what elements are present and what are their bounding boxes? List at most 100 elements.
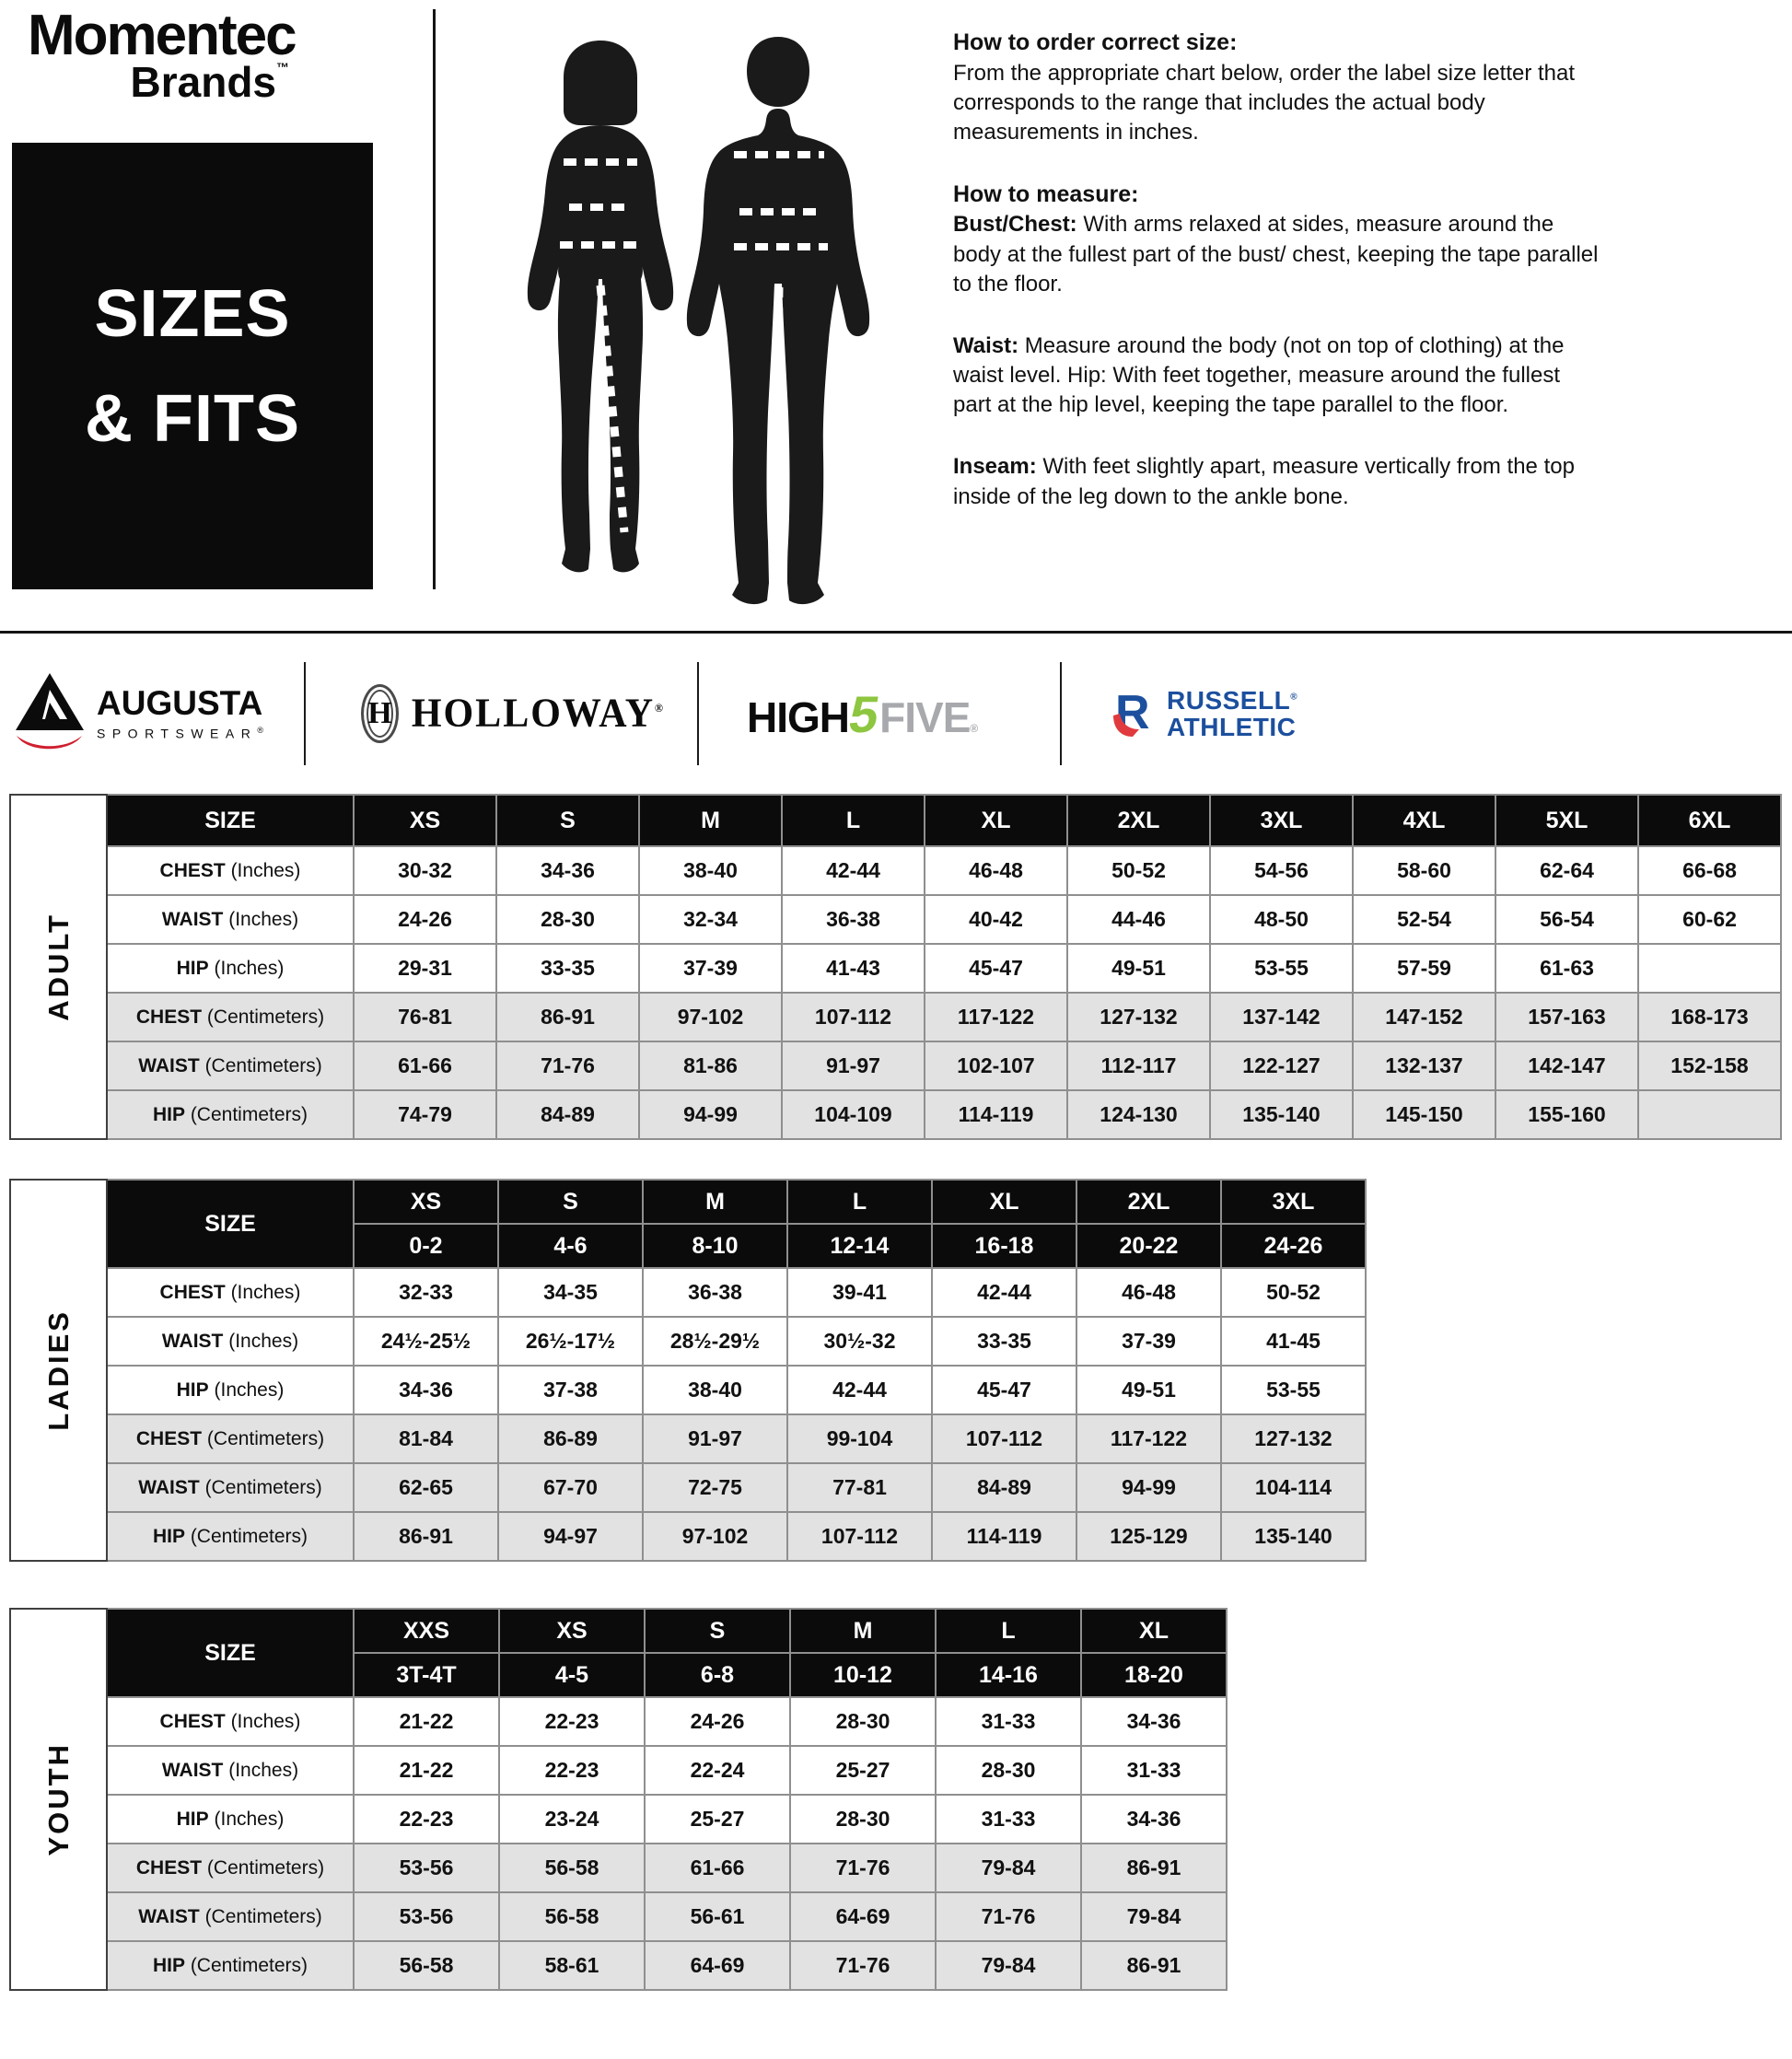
size-column-header: XS <box>353 1179 499 1225</box>
measurement-row-label: WAIST (Centimeters) <box>106 1462 355 1513</box>
measurement-row-label: WAIST (Inches) <box>106 894 355 945</box>
sizes-and-fits-banner: SIZES & FITS <box>12 143 373 589</box>
youth-size-table: YOUTH SIZE XXS XS S M L XL 3T-4T 4-5 6-8 10-12 14-16… <box>9 1608 1228 1991</box>
measurement-value-cell: 31-33 <box>935 1696 1082 1747</box>
measurement-row: CHEST (Inches) 21-22 22-23 24-26 28-30 31-33 3… <box>10 1696 1228 1747</box>
russell-reg-mark: ® <box>1290 692 1298 703</box>
measurement-name: WAIST <box>161 908 224 930</box>
measurement-row: WAIST (Inches) 21-22 22-23 22-24 25-27 28-30 3… <box>10 1745 1228 1796</box>
measurement-name: WAIST <box>138 1905 200 1927</box>
measurement-row: WAIST (Centimeters) 62-65 67-70 72-75 77-81 8… <box>10 1462 1367 1513</box>
measurement-value-cell: 127-132 <box>1220 1413 1367 1464</box>
instruction-lead: Bust/Chest: <box>953 212 1084 238</box>
measurement-value-cell: 71-76 <box>495 1041 640 1091</box>
measurement-value-cell: 142-147 <box>1495 1041 1639 1091</box>
measurement-value-cell: 157-163 <box>1495 992 1639 1042</box>
measurement-value-cell: 46-48 <box>1076 1267 1222 1318</box>
augusta-sub: SPORTSWEAR <box>97 726 258 741</box>
measurement-name: HIP <box>176 1808 209 1830</box>
measurement-value-cell: 31-33 <box>1080 1745 1228 1796</box>
numeric-size-header: 4-6 <box>497 1223 644 1269</box>
measurement-value-cell: 26½-17½ <box>497 1316 644 1367</box>
size-column-header: XL <box>924 794 1068 847</box>
size-column-header: 2XL <box>1076 1179 1222 1225</box>
measurement-value-cell: 39-41 <box>786 1267 933 1318</box>
measurement-name: CHEST <box>135 1856 203 1879</box>
logo-wordmark: Momentec <box>28 4 297 67</box>
measurement-value-cell: 107-112 <box>781 992 925 1042</box>
measurement-value-cell: 48-50 <box>1209 894 1354 945</box>
group-label-text: ADULT <box>41 913 75 1021</box>
tbody: LADIES SIZE XS S M L XL 2XL 3XL 0-2 4-6 8-10 12-14 16… <box>9 1179 1367 1562</box>
measurement-value-cell: 25-27 <box>789 1745 937 1796</box>
measurement-value-cell: 79-84 <box>935 1940 1082 1991</box>
female-silhouette <box>527 41 674 573</box>
measurement-row: HIP (Centimeters) 86-91 94-97 97-102 107-112… <box>10 1511 1367 1562</box>
measurement-value-cell: 94-99 <box>1076 1462 1222 1513</box>
measurement-value-cell: 37-39 <box>1076 1316 1222 1367</box>
size-column-header: L <box>786 1179 933 1225</box>
trademark-symbol: ™ <box>276 60 289 75</box>
highfive-word-five: FIVE <box>879 692 971 741</box>
measurement-name: CHEST <box>159 1710 226 1732</box>
measurement-row-label: WAIST (Centimeters) <box>106 1041 355 1091</box>
measurement-value-cell: 28-30 <box>935 1745 1082 1796</box>
measurement-value-cell: 86-91 <box>1080 1940 1228 1991</box>
instruction-block: How to measure: Bust/Chest: With arms rel… <box>953 180 1602 299</box>
measurement-value-cell: 147-152 <box>1352 992 1496 1042</box>
measurement-name: HIP <box>176 1378 209 1401</box>
measurement-value-cell: 42-44 <box>781 845 925 896</box>
measurement-value-cell: 81-86 <box>638 1041 783 1091</box>
measurement-value-cell: 28-30 <box>789 1794 937 1844</box>
measurement-row-label: HIP (Inches) <box>106 1794 355 1844</box>
measurement-value-cell: 62-64 <box>1495 845 1639 896</box>
measurement-row: WAIST (Inches) 24½-25½ 26½-17½ 28½-29½ 30½-3… <box>10 1316 1367 1367</box>
measurement-value-cell: 34-36 <box>1080 1794 1228 1844</box>
group-label-youth: YOUTH <box>9 1608 108 1991</box>
measurement-value-cell: 24½-25½ <box>353 1316 499 1367</box>
measurement-row: CHEST (Centimeters) 76-81 86-91 97-102 107-1… <box>10 992 1782 1042</box>
measurement-value-cell: 86-89 <box>497 1413 644 1464</box>
measurement-value-cell: 56-58 <box>353 1940 500 1991</box>
augusta-sportswear-logo: AUGUSTA SPORTSWEAR® <box>14 671 290 756</box>
measurement-value-cell: 28-30 <box>789 1696 937 1747</box>
measurement-value-cell: 79-84 <box>1080 1891 1228 1942</box>
measurement-row-label: CHEST (Centimeters) <box>106 992 355 1042</box>
numeric-size-header-row: 3T-4T 4-5 6-8 10-12 14-16 18-20 <box>10 1652 1228 1698</box>
measurement-value-cell: 99-104 <box>786 1413 933 1464</box>
measurement-value-cell: 84-89 <box>495 1089 640 1140</box>
measurement-value-cell: 64-69 <box>644 1940 791 1991</box>
size-header-cell: SIZE <box>106 1608 355 1698</box>
measurement-value-cell: 127-132 <box>1066 992 1211 1042</box>
size-column-header: 6XL <box>1637 794 1782 847</box>
measurement-value-cell: 86-91 <box>353 1511 499 1562</box>
russell-eagle-r-icon: R <box>1113 688 1150 739</box>
holloway-name: HOLLOWAY <box>411 691 656 737</box>
numeric-size-header: 24-26 <box>1220 1223 1367 1269</box>
measurement-value-cell: 40-42 <box>924 894 1068 945</box>
highfive-reg-mark: ® <box>970 721 979 735</box>
measurement-value-cell: 44-46 <box>1066 894 1211 945</box>
measurement-name: WAIST <box>138 1476 200 1498</box>
measurement-row-label: CHEST (Centimeters) <box>106 1843 355 1893</box>
measurement-value-cell: 61-66 <box>644 1843 791 1893</box>
measurement-value-cell: 38-40 <box>642 1365 788 1415</box>
brand-logos-row: AUGUSTA SPORTSWEAR® H HOLLOWAY® HIGH 5 F… <box>0 635 1792 792</box>
measurement-value-cell: 64-69 <box>789 1891 937 1942</box>
measurement-value-cell: 107-112 <box>931 1413 1077 1464</box>
measurement-value-cell: 117-122 <box>1076 1413 1222 1464</box>
measurement-value-cell: 23-24 <box>498 1794 646 1844</box>
measurement-value-cell: 86-91 <box>495 992 640 1042</box>
instruction-heading: How to order correct size: <box>953 29 1238 55</box>
measurement-value-cell: 37-38 <box>497 1365 644 1415</box>
measurement-row: CHEST (Inches) 30-32 34-36 38-40 42-44 46-48 5… <box>10 845 1782 896</box>
measurement-value-cell <box>1637 1089 1782 1140</box>
measurement-row-label: WAIST (Inches) <box>106 1745 355 1796</box>
measurement-value-cell: 62-65 <box>353 1462 499 1513</box>
numeric-size-header: 20-22 <box>1076 1223 1222 1269</box>
measurement-value-cell: 42-44 <box>786 1365 933 1415</box>
page-header: Momentec Brands™ SIZES & FITS <box>0 0 1792 635</box>
measurement-value-cell: 34-35 <box>497 1267 644 1318</box>
measurement-silhouettes-illustration <box>527 37 870 605</box>
